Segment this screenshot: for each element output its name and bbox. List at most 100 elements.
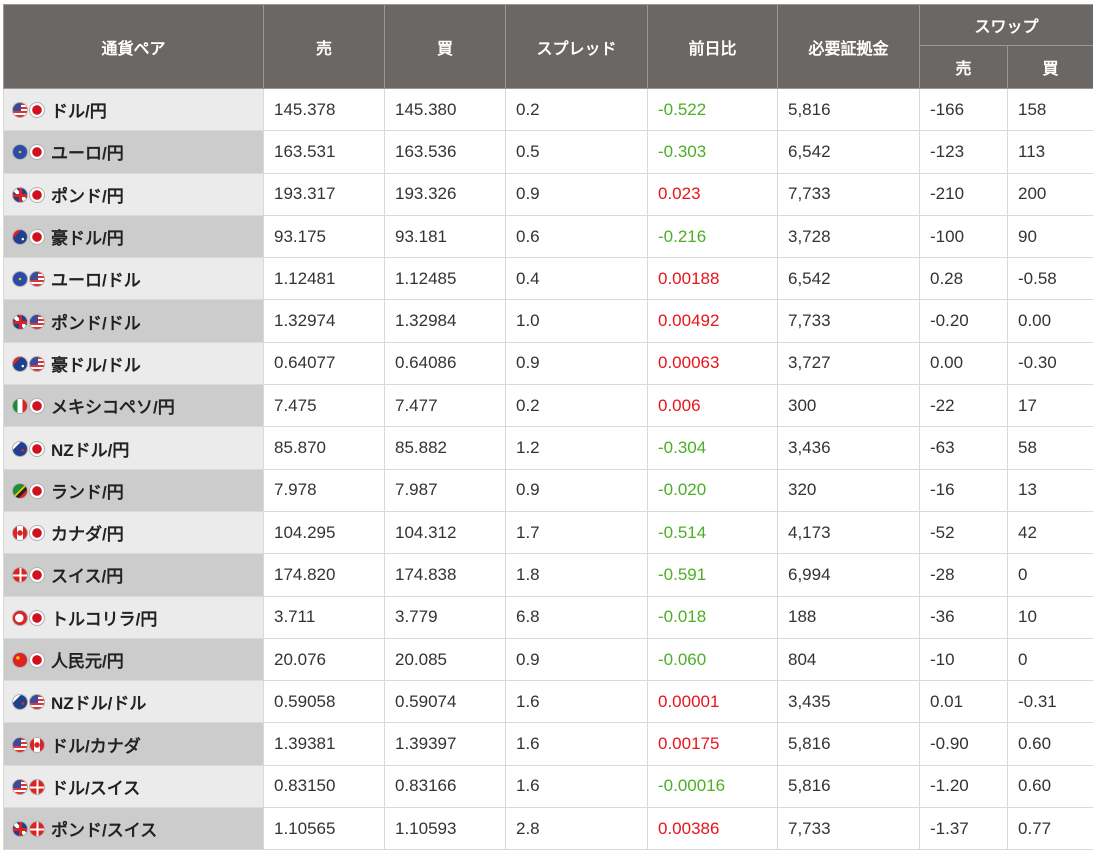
margin-value: 4,173 — [778, 511, 920, 553]
pair-cell[interactable]: ユーロ/円 — [4, 131, 264, 173]
flag-jpy-icon — [29, 483, 45, 499]
pair-cell[interactable]: ポンド/円 — [4, 173, 264, 215]
margin-value: 804 — [778, 638, 920, 680]
flag-pair — [12, 480, 46, 500]
change-value: 0.00175 — [648, 723, 778, 765]
flag-aud-icon — [12, 356, 28, 372]
swap-sell-value: -10 — [920, 638, 1008, 680]
pair-cell[interactable]: ユーロ/ドル — [4, 258, 264, 300]
pair-cell[interactable]: ポンド/スイス — [4, 808, 264, 850]
spread-value: 0.9 — [506, 342, 648, 384]
buy-rate: 3.779 — [385, 596, 506, 638]
spread-value: 1.2 — [506, 427, 648, 469]
buy-rate: 93.181 — [385, 215, 506, 257]
margin-value: 7,733 — [778, 808, 920, 850]
pair-cell[interactable]: NZドル/ドル — [4, 681, 264, 723]
flag-jpy-icon — [29, 144, 45, 160]
swap-buy-value: 42 — [1008, 511, 1093, 553]
pair-label: ドル/スイス — [51, 779, 140, 798]
swap-buy-value: -0.58 — [1008, 258, 1093, 300]
margin-value: 5,816 — [778, 89, 920, 131]
flag-pair — [12, 776, 46, 796]
swap-buy-value: 90 — [1008, 215, 1093, 257]
flag-try-icon — [12, 610, 28, 626]
flag-usd-icon — [12, 102, 28, 118]
change-value: -0.522 — [648, 89, 778, 131]
pair-cell[interactable]: 豪ドル/ドル — [4, 342, 264, 384]
sell-rate: 7.978 — [264, 469, 385, 511]
sell-rate: 1.32974 — [264, 300, 385, 342]
pair-cell[interactable]: トルコリラ/円 — [4, 596, 264, 638]
flag-jpy-icon — [29, 567, 45, 583]
sell-rate: 1.39381 — [264, 723, 385, 765]
flag-pair — [12, 819, 46, 839]
spread-value: 1.6 — [506, 681, 648, 723]
flag-jpy-icon — [29, 229, 45, 245]
flag-usd-icon — [12, 779, 28, 795]
pair-cell[interactable]: 豪ドル/円 — [4, 215, 264, 257]
spread-value: 0.4 — [506, 258, 648, 300]
pair-cell[interactable]: ドル/カナダ — [4, 723, 264, 765]
sell-rate: 20.076 — [264, 638, 385, 680]
header-swap-sell: 売 — [920, 46, 1008, 89]
flag-jpy-icon — [29, 441, 45, 457]
pair-cell[interactable]: カナダ/円 — [4, 511, 264, 553]
pair-cell[interactable]: ポンド/ドル — [4, 300, 264, 342]
sell-rate: 174.820 — [264, 554, 385, 596]
change-value: 0.023 — [648, 173, 778, 215]
pair-cell[interactable]: スイス/円 — [4, 554, 264, 596]
change-value: -0.591 — [648, 554, 778, 596]
header-margin: 必要証拠金 — [778, 5, 920, 89]
pair-cell[interactable]: ランド/円 — [4, 469, 264, 511]
swap-sell-value: -1.37 — [920, 808, 1008, 850]
change-value: -0.514 — [648, 511, 778, 553]
pair-cell[interactable]: メキシコペソ/円 — [4, 385, 264, 427]
pair-cell[interactable]: ドル/スイス — [4, 765, 264, 807]
swap-sell-value: -100 — [920, 215, 1008, 257]
swap-buy-value: -0.31 — [1008, 681, 1093, 723]
flag-pair — [12, 650, 46, 670]
header-swap: スワップ — [920, 5, 1093, 46]
buy-rate: 145.380 — [385, 89, 506, 131]
spread-value: 0.2 — [506, 89, 648, 131]
pair-label: 豪ドル/ドル — [51, 356, 141, 375]
pair-cell[interactable]: 人民元/円 — [4, 638, 264, 680]
flag-usd-icon — [29, 271, 45, 287]
swap-buy-value: 0.00 — [1008, 300, 1093, 342]
swap-sell-value: 0.01 — [920, 681, 1008, 723]
swap-buy-value: 0 — [1008, 638, 1093, 680]
flag-aud-icon — [12, 229, 28, 245]
flag-nzd-icon — [12, 694, 28, 710]
pair-cell[interactable]: ドル/円 — [4, 89, 264, 131]
spread-value: 0.2 — [506, 385, 648, 427]
sell-rate: 1.10565 — [264, 808, 385, 850]
flag-pair — [12, 692, 46, 712]
spread-value: 0.5 — [506, 131, 648, 173]
buy-rate: 20.085 — [385, 638, 506, 680]
swap-sell-value: 0.28 — [920, 258, 1008, 300]
spread-value: 0.9 — [506, 638, 648, 680]
change-value: 0.00188 — [648, 258, 778, 300]
spread-value: 1.6 — [506, 765, 648, 807]
pair-cell[interactable]: NZドル/円 — [4, 427, 264, 469]
pair-label: ドル/円 — [51, 102, 107, 121]
flag-pair — [12, 100, 46, 120]
